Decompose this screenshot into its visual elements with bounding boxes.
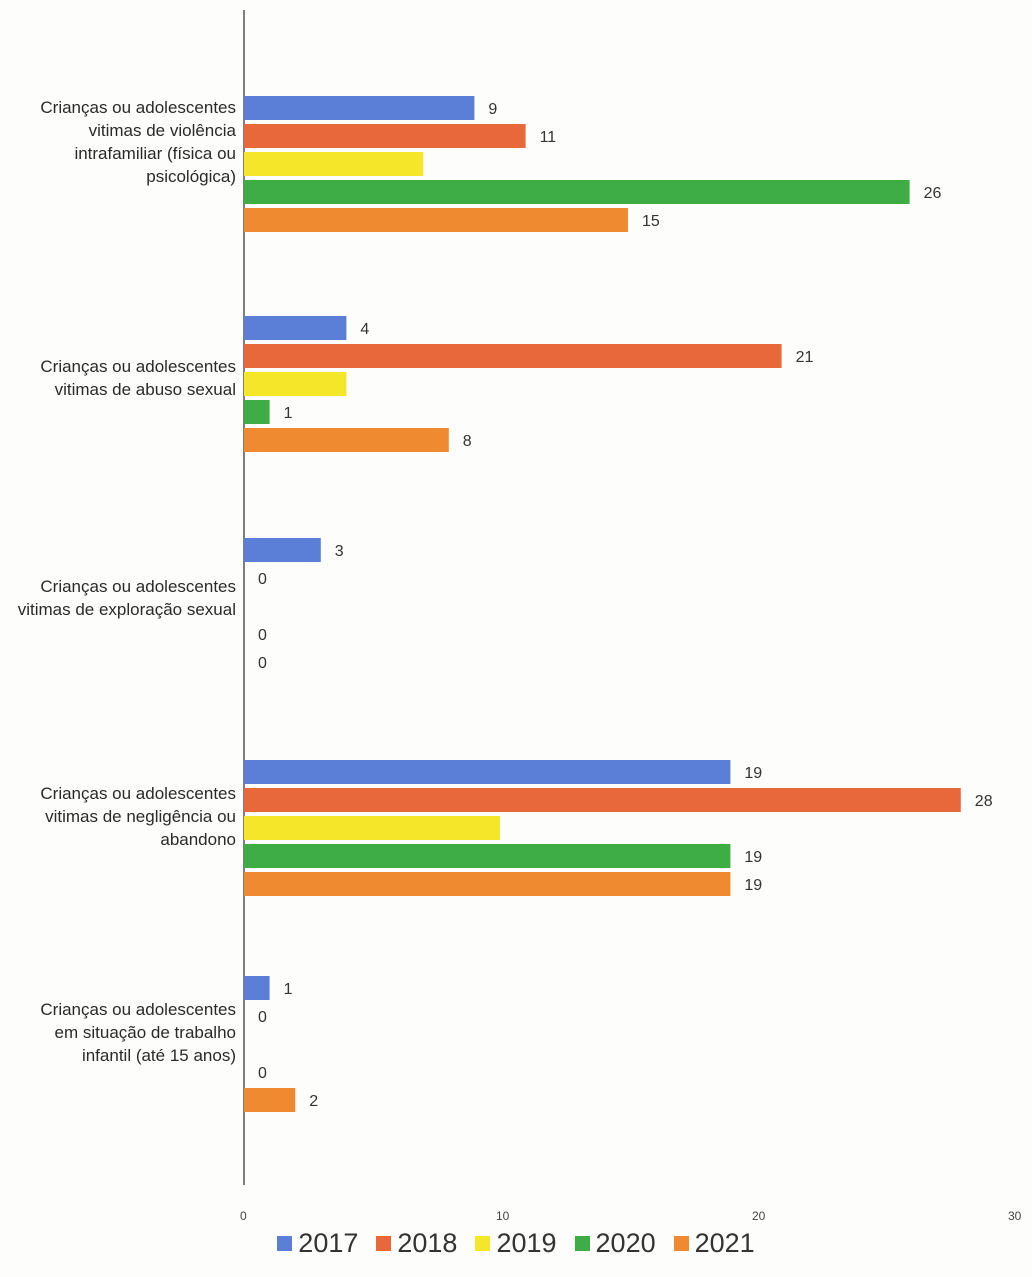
category-label-line: infantil (até 15 anos) <box>81 1046 236 1065</box>
data-label-2017-cat3: 3 <box>335 543 344 560</box>
legend-swatch <box>376 1236 392 1251</box>
category-label-line: intrafamiliar (física ou <box>74 144 236 163</box>
category-label: Crianças ou adolescentes vitimas de explo… <box>6 575 236 621</box>
data-label-2021-cat5: 2 <box>309 1093 318 1110</box>
legend-label: 2021 <box>694 1228 755 1258</box>
legend-item-2019: 2019 <box>475 1228 557 1259</box>
bar-2017-cat1 <box>244 96 475 120</box>
legend: 2017 2018 2019 2020 2021 <box>0 1228 1032 1259</box>
category-label-line: vitimas de exploração sexual <box>17 600 236 619</box>
legend-label: 2020 <box>595 1228 656 1258</box>
bar-2017-cat2 <box>244 316 347 340</box>
x-tick-label: 0 <box>240 1209 247 1223</box>
legend-item-2017: 2017 <box>277 1228 358 1259</box>
legend-swatch <box>277 1236 293 1251</box>
x-tick-label: 10 <box>496 1209 510 1223</box>
bar-2020-cat4 <box>244 844 731 868</box>
data-label-2017-cat4: 19 <box>744 765 762 782</box>
category-label-line: Crianças ou adolescentes <box>40 1000 236 1019</box>
data-label-2021-cat4: 19 <box>744 877 762 894</box>
data-label-2017-cat2: 4 <box>360 321 369 338</box>
category-label-line: psicológica) <box>146 167 236 186</box>
category-label-line: abandono <box>160 830 236 849</box>
legend-swatch <box>475 1236 491 1251</box>
data-label-2018-cat4: 28 <box>975 793 993 810</box>
data-label-2020-cat4: 19 <box>744 849 762 866</box>
category-label-line: Crianças ou adolescentes <box>40 98 236 117</box>
bar-2018-cat1 <box>244 124 526 148</box>
legend-item-2021: 2021 <box>673 1228 755 1259</box>
category-label-line: Crianças ou adolescentes <box>40 357 236 376</box>
bar-2019-cat2 <box>244 372 347 396</box>
bar-2019-cat1 <box>244 152 424 176</box>
category-label-line: Crianças ou adolescentes <box>40 577 236 596</box>
category-label: Crianças ou adolescentes vitimas de violê… <box>6 96 236 188</box>
bar-2017-cat4 <box>244 760 731 784</box>
data-label-2020-cat3: 0 <box>258 627 267 644</box>
data-label-2018-cat1: 11 <box>540 129 557 146</box>
bar-2018-cat4 <box>244 788 961 812</box>
category-label-line: vitimas de abuso sexual <box>54 380 236 399</box>
bar-2021-cat4 <box>244 872 731 896</box>
x-tick-label: 30 <box>1008 1209 1022 1223</box>
bar-2019-cat4 <box>244 816 500 840</box>
x-tick-label: 20 <box>752 1209 766 1223</box>
category-label: Crianças ou adolescentes vitimas de negli… <box>6 782 236 851</box>
category-label: Crianças ou adolescentes vitimas de abuso… <box>6 355 236 401</box>
category-label-line: vitimas de negligência ou <box>45 807 236 826</box>
bar-2020-cat1 <box>244 180 910 204</box>
legend-item-2020: 2020 <box>574 1228 656 1259</box>
data-label-2020-cat1: 26 <box>924 185 942 202</box>
data-label-2021-cat1: 15 <box>642 213 660 230</box>
legend-label: 2018 <box>397 1228 458 1258</box>
bar-2020-cat2 <box>244 400 270 424</box>
bar-2021-cat1 <box>244 208 628 232</box>
bar-2017-cat3 <box>244 538 321 562</box>
bar-2018-cat2 <box>244 344 782 368</box>
data-label-2018-cat5: 0 <box>258 1009 267 1026</box>
data-label-2020-cat5: 0 <box>258 1065 267 1082</box>
data-label-2021-cat2: 8 <box>463 433 472 450</box>
data-label-2018-cat3: 0 <box>258 571 267 588</box>
category-label: Crianças ou adolescentes em situação de t… <box>6 998 236 1067</box>
legend-swatch <box>574 1236 590 1251</box>
bar-2021-cat2 <box>244 428 449 452</box>
bar-2017-cat5 <box>244 976 270 1000</box>
legend-swatch <box>673 1236 689 1251</box>
category-label-line: vitimas de violência <box>88 121 236 140</box>
legend-item-2018: 2018 <box>376 1228 457 1259</box>
legend-label: 2019 <box>496 1228 557 1258</box>
data-label-2017-cat5: 1 <box>284 981 293 998</box>
data-label-2021-cat3: 0 <box>258 655 267 672</box>
legend-label: 2017 <box>298 1228 359 1258</box>
bar-2021-cat5 <box>244 1088 296 1112</box>
data-label-2020-cat2: 1 <box>284 405 293 422</box>
data-label-2017-cat1: 9 <box>488 101 497 118</box>
category-label-line: em situação de trabalho <box>54 1023 236 1042</box>
category-label-line: Crianças ou adolescentes <box>40 784 236 803</box>
data-label-2018-cat2: 21 <box>796 349 814 366</box>
